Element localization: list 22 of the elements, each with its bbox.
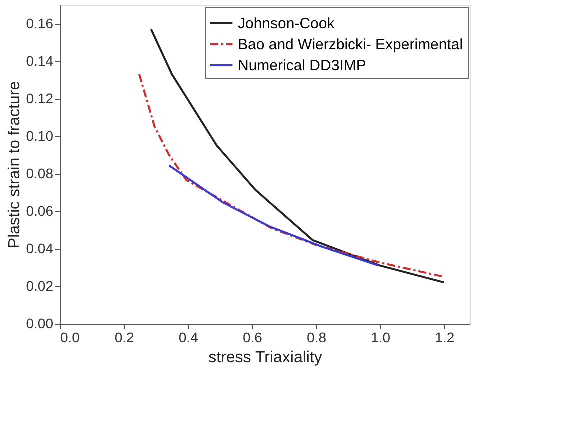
y-axis-title: Plastic strain to fracture [6,81,24,249]
x-tick-label: 0.2 [114,330,135,346]
line-series [168,164,380,267]
x-tick-label: 0.4 [178,330,199,346]
x-axis-title: stress Triaxiality [208,350,322,366]
y-tick-label: 0.02 [26,278,54,294]
y-tick-label: 0.10 [26,128,54,144]
x-tick-label: 1.2 [435,330,455,346]
y-tick-label: 0.06 [26,202,54,219]
y-tick-label: 0.12 [26,90,54,106]
y-tick-label: 0.08 [26,165,54,182]
y-tick-label: 0.00 [26,316,54,332]
y-tick-label: 0.04 [26,240,54,256]
legend-label: Bao and Wierzbicki- Experimental [238,36,464,54]
legend-label: Numerical DD3IMP [238,58,366,74]
x-tick-label: 1.0 [371,330,391,346]
x-tick-label: 0.8 [307,330,327,346]
legend-label: Johnson-Cook [238,16,336,32]
y-tick-label: 0.14 [26,52,54,69]
x-tick-label: 0.6 [242,330,263,346]
x-tick-label: 0.0 [60,330,80,346]
y-tick-label: 0.16 [26,15,54,32]
